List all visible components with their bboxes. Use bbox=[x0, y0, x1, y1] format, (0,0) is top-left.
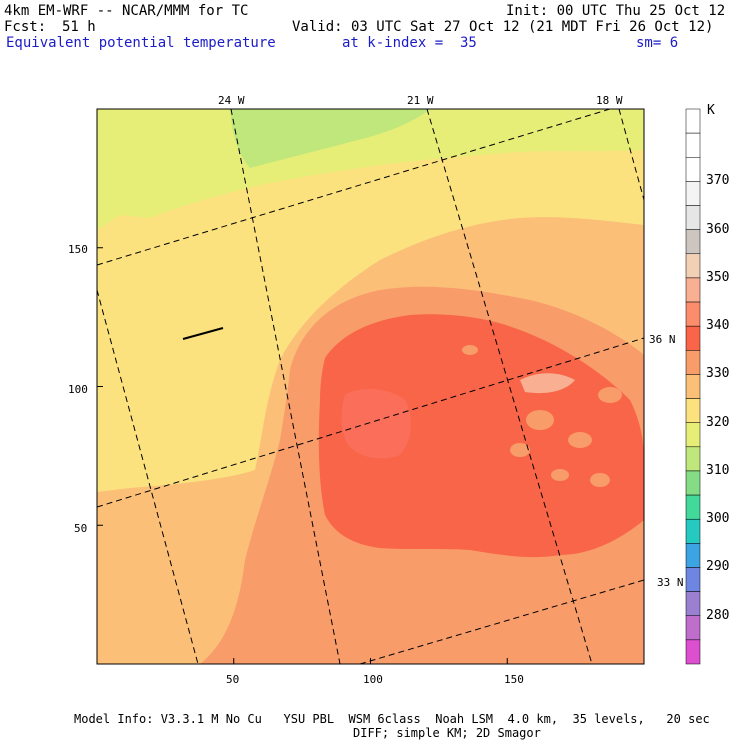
y-tick-150: 150 bbox=[68, 243, 88, 256]
colorbar-swatch bbox=[685, 494, 701, 520]
colorbar-swatch bbox=[685, 446, 701, 472]
colorbar-swatch bbox=[685, 277, 701, 303]
meridian-27w bbox=[97, 289, 199, 664]
colorbar-swatch bbox=[685, 615, 701, 641]
contour-315-320 bbox=[97, 109, 644, 230]
lon-label-24w: 24 W bbox=[218, 94, 245, 107]
colorbar-label: 320 bbox=[706, 414, 730, 430]
x-tick-100: 100 bbox=[363, 673, 383, 686]
colorbar-label: 340 bbox=[706, 318, 730, 334]
model-title: 4km EM-WRF -- NCAR/MMM for TC bbox=[4, 3, 249, 19]
colorbar-swatch bbox=[685, 229, 701, 255]
colorbar-label: 280 bbox=[706, 607, 730, 623]
colorbar-swatch bbox=[685, 108, 701, 134]
colorbar-label: 290 bbox=[706, 559, 730, 575]
colorbar-swatch bbox=[685, 591, 701, 616]
colorbar-label: 330 bbox=[706, 366, 730, 382]
meridian-21w bbox=[426, 109, 593, 664]
meridian-18w bbox=[618, 109, 644, 201]
latlon-grid bbox=[97, 109, 644, 664]
model-info-line1: Model Info: V3.3.1 M No Cu YSU PBL WSM 6… bbox=[74, 712, 710, 726]
theta-e-field bbox=[97, 109, 644, 664]
y-tick-50: 50 bbox=[74, 522, 88, 535]
colorbar-swatch bbox=[685, 325, 701, 351]
meridian-24w bbox=[230, 109, 341, 664]
colorbar-swatch bbox=[685, 157, 701, 182]
contour-speckles bbox=[462, 345, 622, 487]
colorbar-swatch bbox=[685, 132, 701, 158]
colorbar-swatch bbox=[685, 301, 701, 327]
colorbar-label: 360 bbox=[706, 221, 730, 237]
init-time: Init: 00 UTC Thu 25 Oct 12 bbox=[506, 3, 726, 19]
colorbar-unit: K bbox=[707, 103, 715, 118]
colorbar-swatch bbox=[685, 374, 701, 399]
colorbar-swatch bbox=[685, 567, 701, 592]
model-info-line2: DIFF; simple KM; 2D Smagor bbox=[353, 726, 541, 740]
field-name: Equivalent potential temperature bbox=[6, 35, 276, 51]
wind-barb bbox=[182, 327, 224, 340]
valid-time: Valid: 03 UTC Sat 27 Oct 12 (21 MDT Fri … bbox=[292, 19, 714, 35]
x-tick-50: 50 bbox=[226, 673, 240, 686]
contour-inner-cell bbox=[341, 388, 412, 459]
contour-320-330 bbox=[97, 109, 644, 492]
colorbar-swatch bbox=[685, 470, 701, 496]
colorbar-label: 350 bbox=[706, 269, 730, 285]
x-tick-150: 150 bbox=[504, 673, 524, 686]
smoothing-info: sm= 6 bbox=[636, 35, 679, 51]
axes bbox=[97, 247, 508, 664]
colorbar-label: 300 bbox=[706, 511, 730, 527]
level-info: at k-index = 35 bbox=[342, 35, 477, 51]
lat-label-33n: 33 N bbox=[657, 576, 684, 589]
colorbar-swatch bbox=[685, 518, 701, 544]
colorbar-swatch bbox=[685, 253, 701, 279]
colorbar-swatch bbox=[685, 422, 701, 448]
colorbar-swatch bbox=[685, 205, 701, 230]
contour-340-345 bbox=[318, 314, 644, 558]
contour-310-315 bbox=[230, 109, 430, 168]
lon-label-18w: 18 W bbox=[596, 94, 623, 107]
parallel-36n bbox=[97, 337, 644, 508]
lon-label-21w: 21 W bbox=[407, 94, 434, 107]
colorbar bbox=[685, 108, 701, 665]
lat-label-36n: 36 N bbox=[649, 333, 676, 346]
colorbar-swatch bbox=[685, 398, 701, 423]
colorbar-swatch bbox=[685, 181, 701, 206]
forecast-hour: 51 h bbox=[62, 19, 96, 35]
contour-350 bbox=[520, 373, 575, 394]
colorbar-swatch bbox=[685, 639, 701, 665]
y-tick-100: 100 bbox=[68, 383, 88, 396]
forecast-label: Fcst: bbox=[4, 19, 47, 35]
colorbar-swatch bbox=[685, 543, 701, 568]
colorbar-label: 310 bbox=[706, 462, 730, 478]
colorbar-swatch bbox=[685, 350, 701, 375]
colorbar-label: 370 bbox=[706, 173, 730, 189]
